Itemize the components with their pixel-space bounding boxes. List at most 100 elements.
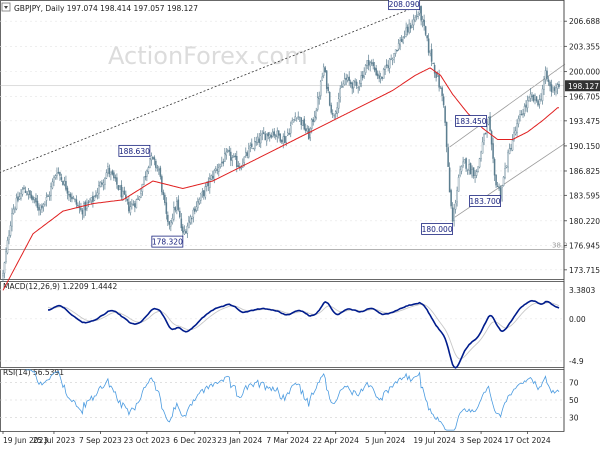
candle-body bbox=[457, 177, 460, 192]
candle-body bbox=[104, 178, 106, 185]
candle-body bbox=[117, 185, 120, 190]
candle-body bbox=[224, 153, 226, 162]
candle-body bbox=[261, 133, 264, 135]
candle-body bbox=[432, 62, 434, 65]
candle-body bbox=[304, 128, 307, 132]
candle-body bbox=[439, 87, 442, 90]
candle-body bbox=[325, 70, 328, 89]
candle-body bbox=[147, 167, 150, 173]
candle-body bbox=[143, 176, 145, 185]
candle-body bbox=[319, 81, 322, 96]
candle-body bbox=[460, 166, 463, 172]
x-tick-label: 3 Sep 2024 bbox=[460, 436, 503, 445]
candle-body bbox=[272, 131, 274, 137]
candle-body bbox=[156, 167, 159, 169]
candle-body bbox=[227, 150, 229, 152]
candle-body bbox=[161, 176, 163, 193]
price-annotation-box bbox=[151, 235, 184, 248]
candle-body bbox=[330, 104, 332, 113]
candle-body bbox=[504, 168, 506, 178]
candle-body bbox=[393, 52, 395, 58]
y-tick-label: 30 bbox=[569, 414, 579, 423]
candle-body bbox=[531, 95, 533, 97]
candle-body bbox=[385, 64, 388, 66]
candle-body bbox=[159, 167, 162, 177]
candle-body bbox=[237, 165, 240, 168]
candle-body bbox=[517, 118, 520, 125]
candle-body bbox=[327, 86, 329, 91]
candle-body bbox=[192, 209, 195, 218]
candle-body bbox=[266, 133, 268, 142]
candle-body bbox=[249, 145, 252, 148]
candle-body bbox=[514, 130, 517, 135]
candle-body bbox=[444, 106, 446, 123]
candle-body bbox=[240, 167, 243, 169]
candle-body bbox=[257, 136, 259, 143]
candle-body bbox=[535, 96, 538, 101]
last-price-tag bbox=[565, 80, 600, 92]
candle-body bbox=[45, 196, 48, 201]
rsi-line bbox=[25, 369, 560, 431]
candle-body bbox=[8, 235, 10, 240]
candle-body bbox=[276, 130, 279, 138]
price-annotation-box bbox=[118, 144, 151, 157]
candle-body bbox=[203, 190, 205, 196]
candle-body bbox=[165, 202, 168, 214]
candle-body bbox=[264, 133, 267, 141]
candle-body bbox=[324, 67, 326, 73]
candle-body bbox=[251, 143, 253, 147]
x-tick-label: 19 Jul 2024 bbox=[413, 436, 456, 445]
candle-body bbox=[105, 172, 108, 179]
x-tick-label: 23 Jan 2024 bbox=[217, 436, 262, 445]
y-tick-label: 186.825 bbox=[569, 167, 600, 176]
candle-body bbox=[306, 128, 308, 132]
x-tick-label: 25 Jul 2023 bbox=[33, 436, 76, 445]
candle-body bbox=[309, 128, 311, 138]
candle-body bbox=[487, 117, 490, 125]
candle-body bbox=[77, 204, 79, 207]
candle-body bbox=[215, 168, 217, 171]
candle-body bbox=[96, 192, 99, 196]
price-annotation-box bbox=[469, 195, 501, 207]
candle-body bbox=[436, 74, 439, 77]
candle-body bbox=[170, 220, 172, 227]
candle-body bbox=[364, 65, 367, 73]
candle-body bbox=[69, 193, 72, 198]
y-tick-label: 0.00 bbox=[569, 315, 586, 324]
candle-body bbox=[72, 197, 75, 199]
candle-body bbox=[502, 176, 505, 186]
candle-body bbox=[222, 161, 225, 164]
candle-body bbox=[273, 131, 276, 136]
candle-body bbox=[403, 36, 406, 38]
candle-body bbox=[286, 132, 289, 136]
y-tick-label: 173.715 bbox=[569, 266, 600, 275]
candle-body bbox=[423, 19, 425, 26]
candle-body bbox=[331, 113, 334, 115]
dropdown-arrow-icon bbox=[4, 6, 8, 9]
candle-body bbox=[516, 123, 518, 133]
candle-body bbox=[248, 148, 250, 158]
candle-body bbox=[369, 62, 371, 67]
candle-body bbox=[27, 190, 30, 195]
last-price-label: 198.127 bbox=[568, 82, 599, 91]
candle-body bbox=[138, 196, 141, 201]
candle-body bbox=[397, 43, 400, 50]
candle-body bbox=[486, 123, 488, 133]
candle-body bbox=[382, 68, 385, 79]
watermark: ActionForex.com bbox=[108, 42, 308, 70]
candle-body bbox=[349, 81, 352, 85]
candle-body bbox=[206, 182, 208, 187]
candle-body bbox=[420, 6, 422, 21]
candle-body bbox=[543, 80, 545, 90]
candle-body bbox=[414, 17, 416, 22]
candle-body bbox=[210, 175, 213, 180]
candle-body bbox=[481, 141, 484, 154]
candle-body bbox=[415, 15, 418, 18]
candle-body bbox=[363, 70, 365, 77]
candle-body bbox=[429, 50, 431, 54]
candle-body bbox=[275, 135, 277, 137]
candle-body bbox=[472, 167, 475, 177]
candle-body bbox=[179, 210, 181, 218]
x-tick-label: 7 Mar 2024 bbox=[266, 436, 309, 445]
